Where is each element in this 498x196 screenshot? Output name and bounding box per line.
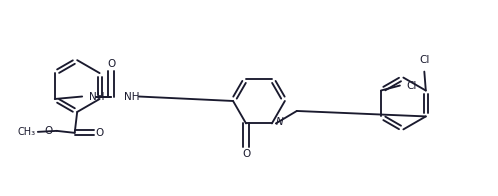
Text: O: O bbox=[242, 149, 250, 159]
Text: Cl: Cl bbox=[419, 55, 429, 65]
Text: N: N bbox=[275, 117, 283, 127]
Text: O: O bbox=[44, 126, 53, 136]
Text: Cl: Cl bbox=[406, 81, 417, 91]
Text: NH: NH bbox=[124, 92, 139, 102]
Text: CH₃: CH₃ bbox=[18, 127, 36, 137]
Text: NH: NH bbox=[89, 92, 104, 102]
Text: O: O bbox=[107, 59, 115, 69]
Text: O: O bbox=[96, 128, 104, 138]
